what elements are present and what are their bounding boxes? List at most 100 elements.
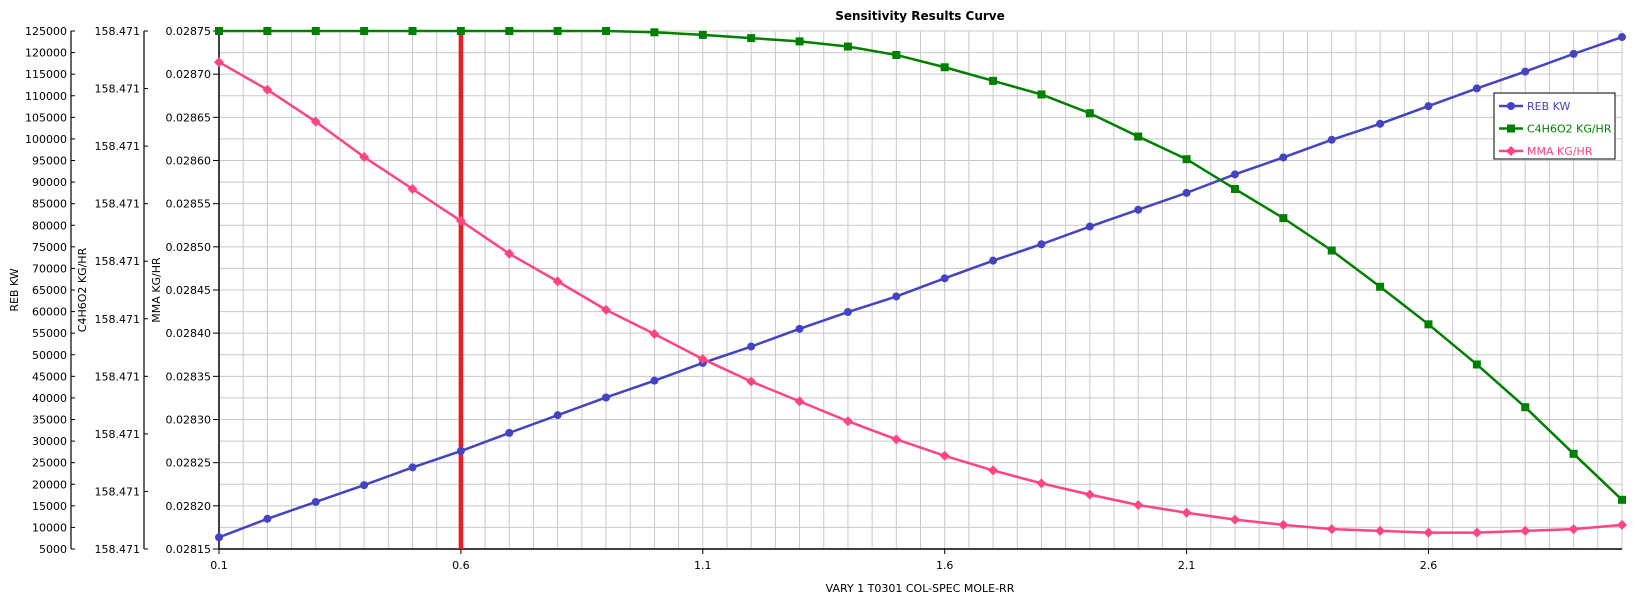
reb-tick-label: 45000 bbox=[32, 370, 67, 383]
series-layer bbox=[214, 27, 1627, 549]
data-point bbox=[1618, 495, 1626, 504]
data-point bbox=[1520, 525, 1531, 536]
y-axis-label-mma: MMA KG/HR bbox=[150, 257, 163, 323]
data-point bbox=[456, 447, 465, 456]
data-point bbox=[1085, 109, 1094, 118]
data-point bbox=[1472, 84, 1481, 93]
c4-tick-label: 158.471 bbox=[95, 25, 141, 38]
data-point bbox=[311, 497, 320, 506]
data-point bbox=[650, 28, 659, 37]
data-point bbox=[1521, 403, 1530, 412]
mma-tick-label: 0.02850 bbox=[166, 241, 212, 254]
mma-tick-label: 0.02860 bbox=[166, 155, 212, 168]
series-line bbox=[218, 60, 1623, 534]
mma-tick-label: 0.02820 bbox=[166, 500, 212, 513]
data-point bbox=[795, 37, 804, 46]
c4-tick-label: 158.471 bbox=[95, 140, 141, 153]
data-point bbox=[1618, 33, 1626, 42]
data-point bbox=[408, 463, 417, 472]
data-point bbox=[263, 514, 272, 523]
data-point bbox=[989, 256, 998, 265]
reb-tick-label: 60000 bbox=[32, 306, 67, 319]
legend: REB KW C4H6O2 KG/HR MMA KG/HR bbox=[1493, 92, 1616, 160]
data-point bbox=[1036, 478, 1047, 489]
c4-tick-label: 158.471 bbox=[95, 370, 141, 383]
data-point bbox=[1085, 222, 1094, 231]
reb-tick-label: 70000 bbox=[32, 262, 67, 275]
data-point bbox=[843, 42, 852, 51]
data-point bbox=[698, 30, 707, 39]
reb-tick-label: 125000 bbox=[25, 25, 67, 38]
data-point bbox=[1569, 49, 1578, 58]
legend-label: REB KW bbox=[1527, 100, 1570, 113]
reb-tick-label: 65000 bbox=[32, 284, 67, 297]
c4-tick-label: 158.471 bbox=[95, 428, 141, 441]
data-point bbox=[747, 342, 756, 351]
x-tick-label: 2.6 bbox=[1420, 559, 1438, 572]
c4-tick-label: 158.471 bbox=[95, 313, 141, 326]
data-point bbox=[988, 465, 999, 476]
mma-tick-label: 0.02825 bbox=[166, 457, 212, 470]
data-point bbox=[1084, 489, 1095, 500]
data-point bbox=[1568, 524, 1579, 535]
c4-tick-label: 158.471 bbox=[95, 198, 141, 211]
mma-tick-label: 0.02865 bbox=[166, 111, 212, 124]
data-point bbox=[1279, 214, 1288, 223]
data-point bbox=[1181, 507, 1192, 518]
mma-tick-label: 0.02845 bbox=[166, 284, 212, 297]
x-tick-label: 0.6 bbox=[452, 559, 470, 572]
data-point bbox=[747, 34, 756, 43]
data-point bbox=[263, 27, 272, 35]
data-point bbox=[1279, 153, 1288, 162]
data-point bbox=[1037, 240, 1046, 249]
reb-tick-label: 20000 bbox=[32, 478, 67, 491]
data-point bbox=[262, 84, 273, 95]
data-point bbox=[456, 27, 465, 35]
reb-tick-label: 85000 bbox=[32, 198, 67, 211]
data-point bbox=[504, 248, 515, 259]
data-point bbox=[1376, 119, 1385, 128]
data-point bbox=[649, 329, 660, 340]
mma-tick-label: 0.02870 bbox=[166, 68, 212, 81]
legend-item: C4H6O2 KG/HR bbox=[1499, 123, 1612, 136]
data-point bbox=[1507, 102, 1515, 110]
mma-tick-label: 0.02855 bbox=[166, 198, 212, 211]
reb-tick-label: 75000 bbox=[32, 241, 67, 254]
reb-tick-label: 110000 bbox=[25, 90, 67, 103]
data-point bbox=[989, 76, 998, 85]
mma-tick-label: 0.02840 bbox=[166, 327, 212, 340]
c4-tick-label: 158.471 bbox=[95, 255, 141, 268]
grid bbox=[218, 30, 1623, 550]
data-point bbox=[1037, 90, 1046, 99]
reb-tick-label: 30000 bbox=[32, 435, 67, 448]
reb-tick-label: 35000 bbox=[32, 414, 67, 427]
reb-tick-label: 90000 bbox=[32, 176, 67, 189]
data-point bbox=[1521, 67, 1530, 76]
data-point bbox=[746, 376, 757, 387]
data-point bbox=[1423, 527, 1434, 538]
c4-tick-label: 158.471 bbox=[95, 83, 141, 96]
data-point bbox=[214, 57, 224, 68]
data-point bbox=[359, 152, 370, 163]
data-point bbox=[1133, 499, 1144, 510]
legend-item: REB KW bbox=[1499, 100, 1570, 113]
data-point bbox=[842, 416, 853, 427]
reb-tick-label: 95000 bbox=[32, 155, 67, 168]
series-c4h6o2-kg-hr bbox=[215, 27, 1626, 504]
x-tick-label: 1.1 bbox=[694, 559, 712, 572]
data-point bbox=[505, 27, 514, 35]
reb-tick-label: 80000 bbox=[32, 219, 67, 232]
data-point bbox=[940, 274, 949, 283]
x-tick-label: 2.1 bbox=[1178, 559, 1196, 572]
reb-tick-label: 100000 bbox=[25, 133, 67, 146]
data-point bbox=[1278, 519, 1289, 530]
data-point bbox=[1376, 282, 1385, 291]
mma-tick-label: 0.02830 bbox=[166, 414, 212, 427]
data-point bbox=[892, 50, 901, 59]
data-point bbox=[1327, 246, 1336, 255]
data-point bbox=[552, 276, 563, 287]
data-point bbox=[407, 183, 418, 194]
reb-tick-label: 120000 bbox=[25, 47, 67, 60]
data-point bbox=[310, 116, 321, 127]
data-point bbox=[408, 27, 417, 35]
